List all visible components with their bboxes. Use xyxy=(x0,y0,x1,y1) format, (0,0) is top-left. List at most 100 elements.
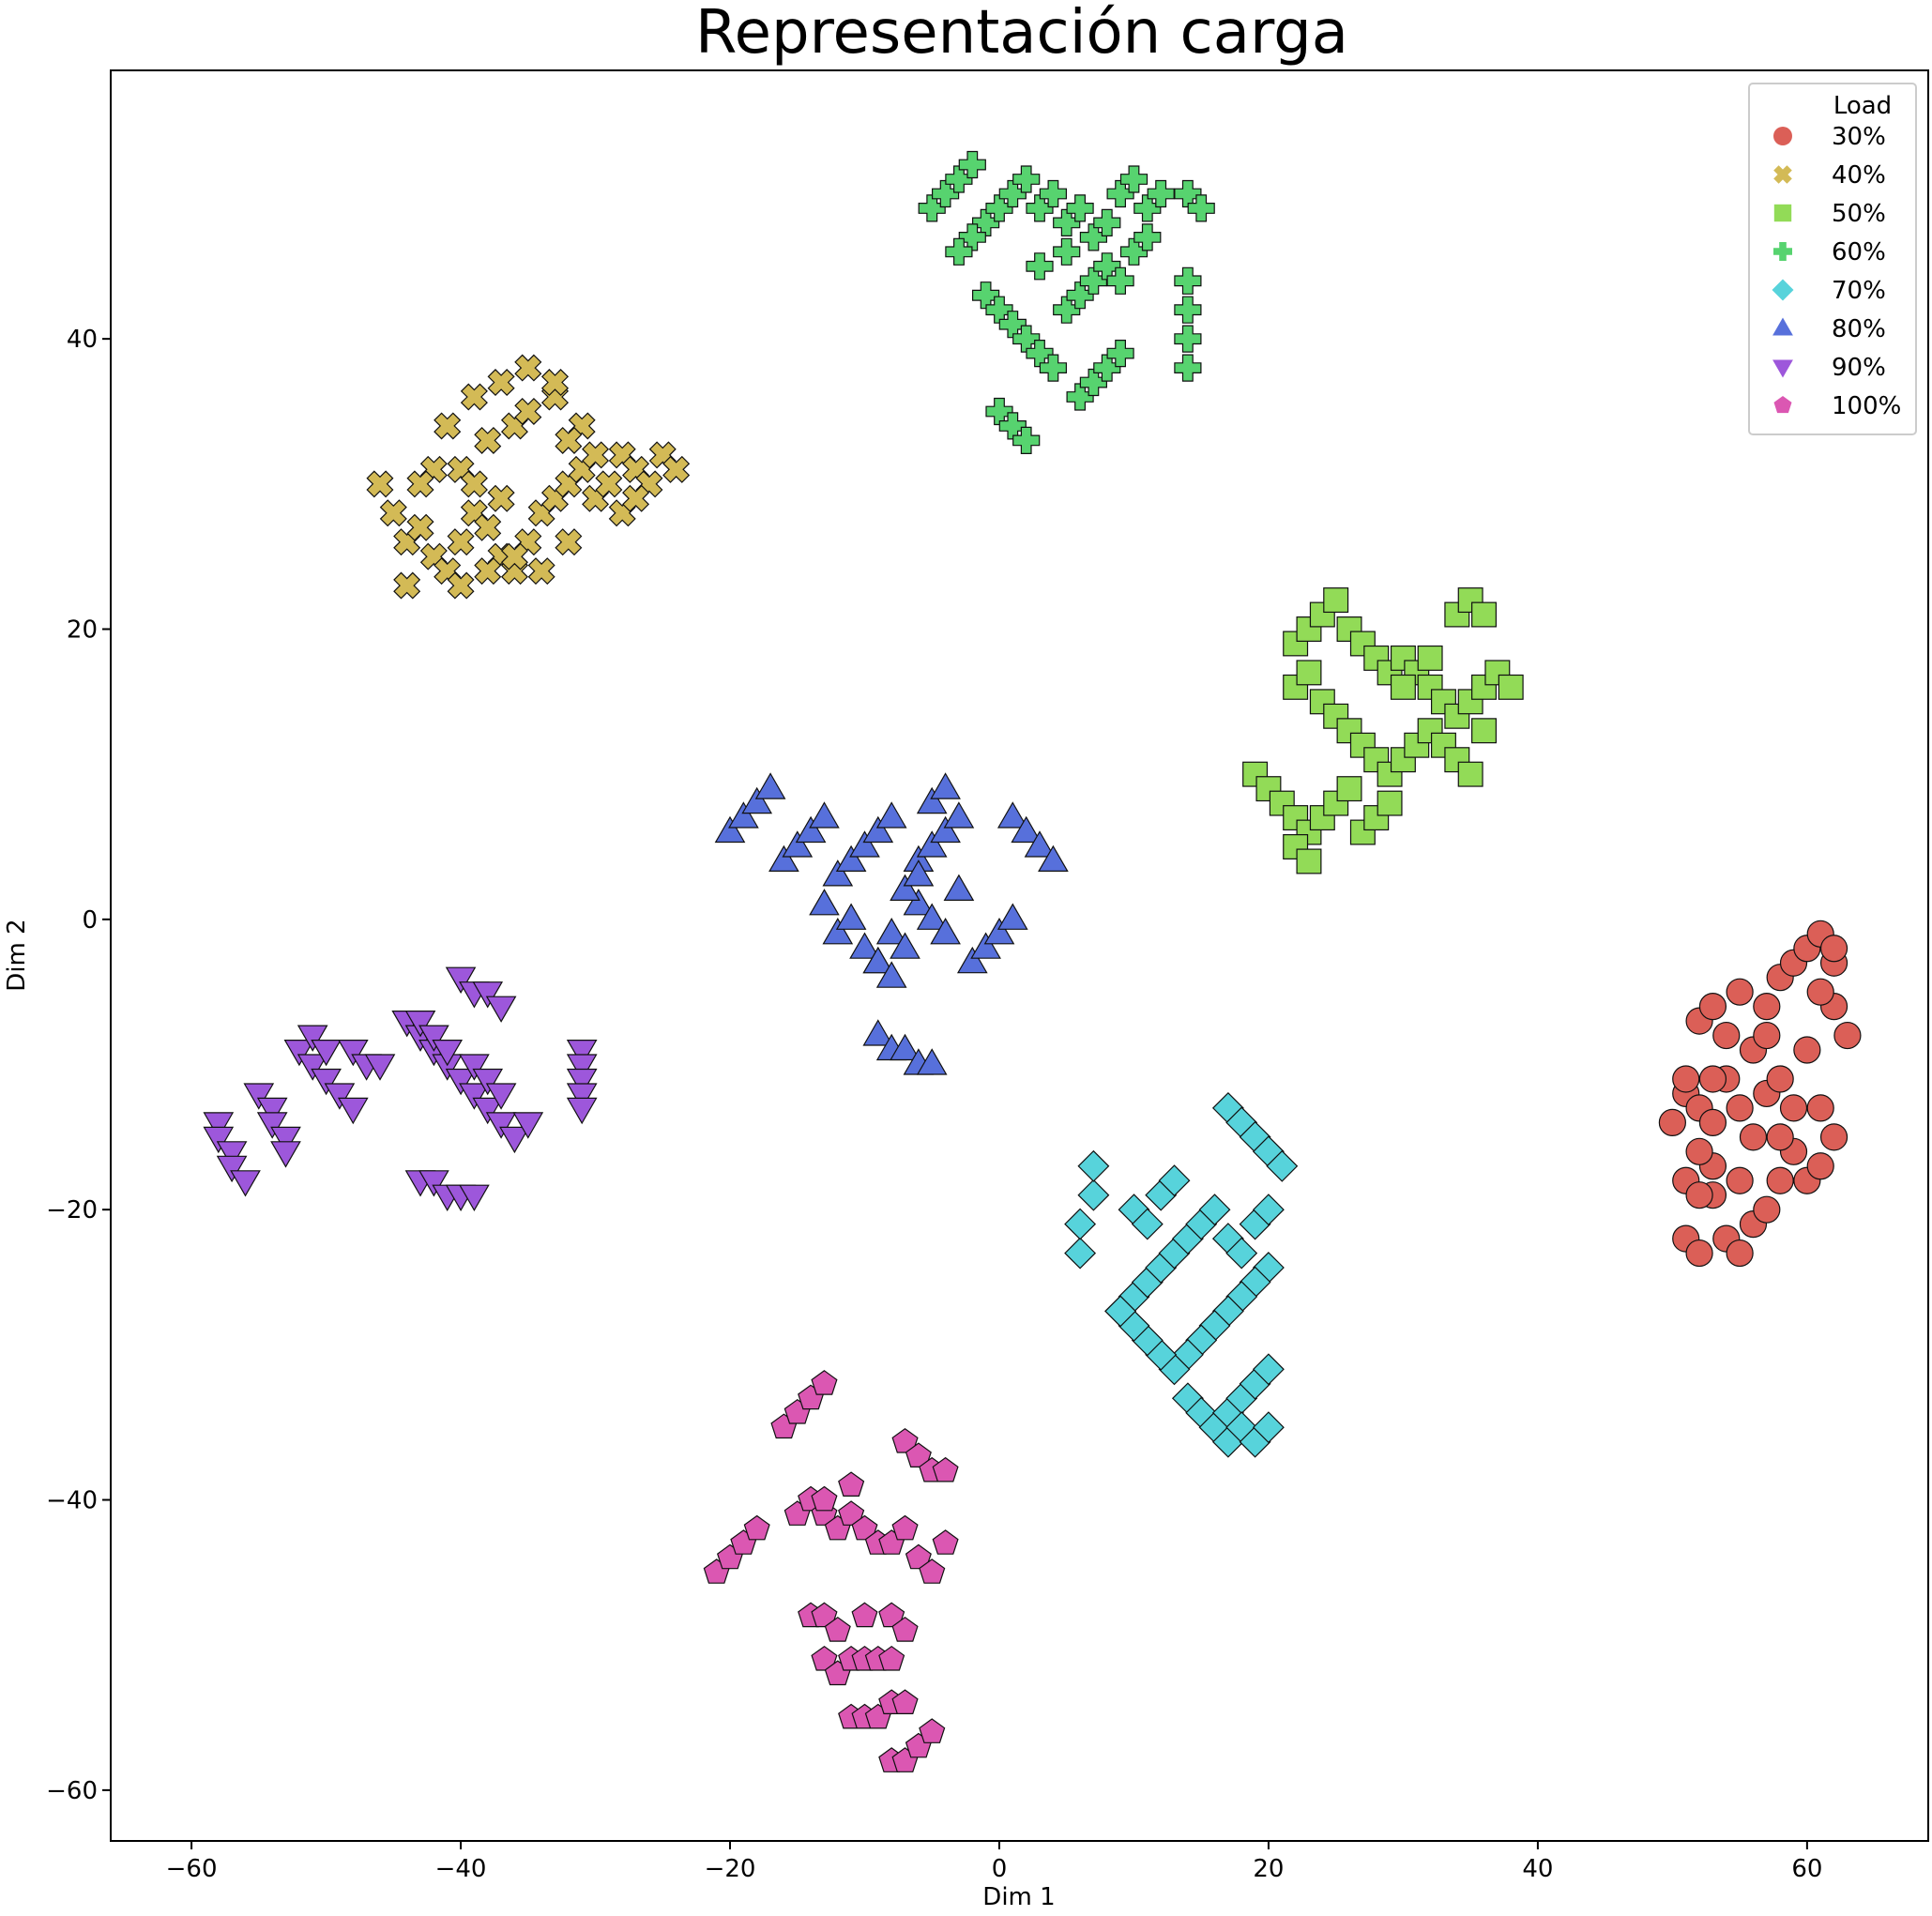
data-point xyxy=(460,470,488,498)
data-point xyxy=(1457,761,1483,787)
data-point xyxy=(930,917,961,945)
legend-label: 90% xyxy=(1832,354,1886,382)
legend-label: 80% xyxy=(1832,315,1886,343)
data-point xyxy=(809,889,840,916)
data-point xyxy=(379,499,407,527)
data-point xyxy=(487,369,515,397)
series-40-pct xyxy=(366,354,691,600)
data-point xyxy=(1283,834,1309,859)
data-point xyxy=(459,1184,490,1212)
data-point xyxy=(566,1039,598,1067)
data-point xyxy=(1658,1108,1686,1136)
data-point xyxy=(472,981,504,1009)
data-point xyxy=(662,455,691,483)
data-point xyxy=(337,1039,369,1067)
data-point xyxy=(540,369,570,397)
data-point xyxy=(943,801,975,829)
data-point xyxy=(849,932,880,959)
data-point xyxy=(595,470,623,498)
data-point xyxy=(919,1559,946,1584)
data-point xyxy=(1066,383,1094,411)
legend-marker xyxy=(1772,279,1794,301)
data-point xyxy=(822,859,854,887)
data-point xyxy=(622,484,650,512)
data-point xyxy=(916,1048,948,1075)
data-point xyxy=(203,1126,235,1154)
data-point xyxy=(1685,1137,1713,1165)
data-point xyxy=(1119,165,1149,193)
data-point xyxy=(1296,660,1322,686)
data-point xyxy=(956,946,988,974)
data-point xyxy=(838,1500,865,1526)
data-point xyxy=(1039,354,1068,382)
series-50-pct xyxy=(1242,587,1524,874)
data-point xyxy=(1323,587,1349,614)
data-point xyxy=(903,889,935,916)
data-point xyxy=(1806,978,1834,1006)
x-tick-label: 40 xyxy=(1522,1855,1553,1883)
data-point xyxy=(1174,296,1202,324)
data-point xyxy=(582,441,610,469)
data-point xyxy=(930,772,961,799)
legend-marker xyxy=(1772,359,1793,378)
data-point xyxy=(566,1083,598,1110)
data-point xyxy=(485,1083,517,1110)
data-point xyxy=(1133,194,1162,222)
data-point xyxy=(811,1370,838,1395)
data-point xyxy=(1119,237,1149,266)
data-point xyxy=(835,844,867,873)
y-tick-label: −40 xyxy=(46,1487,98,1515)
data-point xyxy=(862,815,894,844)
data-point xyxy=(1766,1166,1794,1194)
data-point xyxy=(918,194,946,222)
data-point xyxy=(891,1427,919,1453)
data-point xyxy=(890,1033,920,1061)
data-point xyxy=(216,1155,248,1183)
data-point xyxy=(527,557,555,585)
chart-title: Representación carga xyxy=(695,0,1348,68)
data-point xyxy=(1039,179,1068,208)
data-point xyxy=(203,1112,235,1139)
data-point xyxy=(971,208,1000,236)
legend-label: 50% xyxy=(1832,200,1886,228)
legend-label: 30% xyxy=(1832,123,1886,151)
data-point xyxy=(930,815,961,844)
data-point xyxy=(1498,674,1524,700)
data-point xyxy=(566,1068,598,1096)
axis-ticks: −60 −40 −20 0 20 40 60 −60 −40 −20 0 20 40 xyxy=(46,326,1822,1883)
data-point xyxy=(297,1054,328,1081)
x-axis-label: Dim 1 xyxy=(982,1883,1055,1911)
data-point xyxy=(1011,815,1042,844)
data-point xyxy=(932,1529,959,1555)
data-point xyxy=(487,484,515,512)
data-point xyxy=(1806,1152,1834,1180)
x-tick-label: 0 xyxy=(992,1855,1008,1883)
data-point xyxy=(1685,1181,1713,1209)
data-point xyxy=(890,874,920,902)
data-point xyxy=(1417,645,1443,671)
legend-label: 40% xyxy=(1832,161,1886,190)
data-point xyxy=(1726,978,1754,1006)
data-point xyxy=(1106,266,1134,295)
data-point xyxy=(1726,1239,1754,1268)
legend-marker xyxy=(1773,204,1792,222)
data-point xyxy=(891,1689,919,1715)
legend-marker xyxy=(1773,165,1792,184)
data-point xyxy=(406,470,434,498)
data-point xyxy=(945,165,973,193)
data-point xyxy=(1390,645,1416,671)
legend-marker xyxy=(1773,127,1792,145)
data-point xyxy=(555,528,583,556)
data-point xyxy=(1053,296,1081,324)
data-point xyxy=(1106,340,1134,368)
data-point xyxy=(445,966,477,995)
data-point xyxy=(1079,368,1108,397)
data-point xyxy=(459,1054,490,1081)
data-point xyxy=(1252,1411,1285,1444)
data-point xyxy=(1336,776,1362,802)
data-point xyxy=(230,1170,261,1197)
data-point xyxy=(1026,194,1054,222)
data-point xyxy=(1026,252,1054,281)
data-point xyxy=(1471,601,1497,628)
data-point xyxy=(1793,1036,1821,1064)
